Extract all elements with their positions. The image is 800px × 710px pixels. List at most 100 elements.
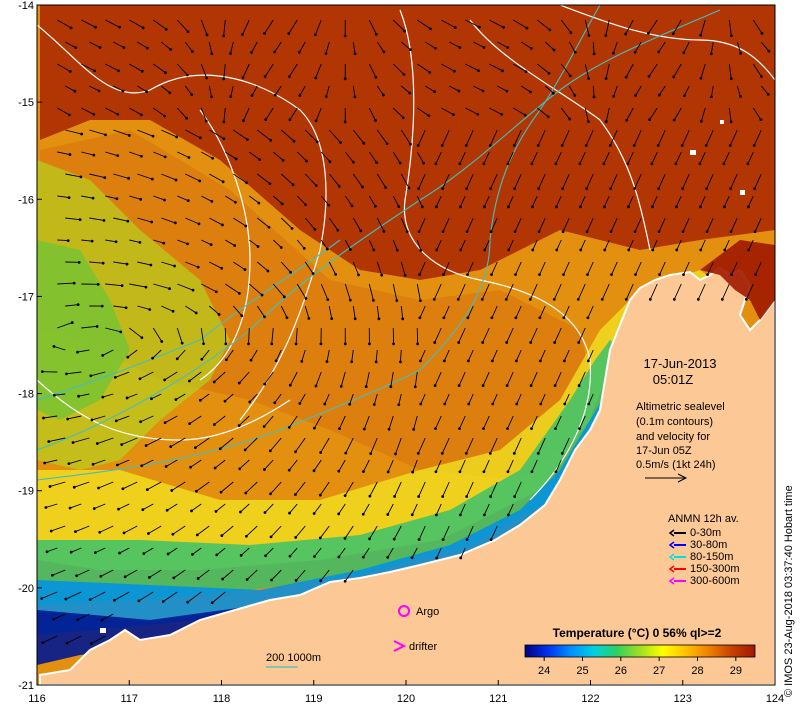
velocity-arrow-head (634, 273, 637, 277)
velocity-arrow-head (377, 317, 381, 321)
velocity-arrow (43, 415, 58, 419)
velocity-arrow (584, 63, 590, 79)
velocity-arrow (747, 151, 754, 164)
velocity-arrow (700, 19, 706, 36)
velocity-arrow-head (194, 311, 198, 315)
velocity-arrow (483, 151, 490, 164)
velocity-arrow (81, 63, 95, 72)
velocity-arrow-head (417, 187, 421, 190)
velocity-arrow (752, 63, 762, 77)
velocity-arrow (113, 85, 124, 92)
velocity-arrow-head (117, 69, 120, 73)
velocity-arrow-head (359, 229, 363, 233)
velocity-arrow (51, 525, 66, 532)
velocity-arrow-head (186, 600, 190, 604)
velocity-arrow-head (408, 48, 412, 52)
velocity-arrow (172, 525, 186, 535)
velocity-arrow (164, 371, 178, 381)
velocity-arrow (416, 283, 421, 301)
velocity-arrow (748, 239, 754, 251)
velocity-arrow (271, 327, 274, 344)
velocity-arrow (185, 305, 197, 314)
velocity-arrow-head (52, 345, 56, 348)
velocity-arrow (465, 437, 474, 454)
velocity-arrow-head (657, 50, 661, 54)
velocity-arrow-head (148, 308, 152, 311)
velocity-arrow (185, 129, 201, 139)
velocity-arrow (436, 547, 442, 559)
velocity-arrow (442, 525, 450, 540)
velocity-arrow-head (274, 359, 278, 363)
velocity-arrow-head (127, 176, 130, 180)
velocity-arrow (94, 503, 106, 509)
velocity-arrow (368, 195, 376, 207)
velocity-arrow-head (209, 243, 213, 247)
velocity-arrow (295, 569, 306, 581)
velocity-arrow (434, 327, 442, 343)
velocity-arrow (568, 41, 576, 53)
velocity-arrow-head (477, 69, 480, 73)
velocity-arrow (296, 239, 305, 249)
velocity-arrow-head (392, 342, 395, 346)
velocity-arrow-head (229, 52, 232, 55)
velocity-arrow-head (161, 600, 165, 603)
velocity-arrow (449, 85, 460, 92)
velocity-arrow (209, 217, 223, 226)
velocity-arrow-head (440, 143, 444, 147)
velocity-arrow (513, 129, 522, 146)
velocity-arrow (368, 19, 377, 35)
velocity-arrow-head (586, 316, 590, 320)
velocity-arrow (658, 41, 666, 53)
velocity-arrow-head (169, 48, 172, 51)
velocity-arrow (481, 283, 490, 300)
velocity-arrow (467, 261, 474, 275)
velocity-arrow (400, 129, 411, 145)
velocity-arrow-head (568, 117, 572, 121)
velocity-arrow (319, 525, 330, 539)
velocity-arrow (313, 459, 322, 471)
velocity-arrow-head (476, 112, 480, 116)
velocity-arrow (78, 393, 90, 397)
velocity-arrow (634, 173, 642, 189)
velocity-arrow-head (465, 495, 469, 498)
lat-tick-label: -20 (18, 583, 34, 595)
velocity-arrow (531, 459, 538, 472)
velocity-arrow-head (44, 506, 48, 509)
velocity-arrow (105, 195, 117, 200)
velocity-arrow-head (523, 113, 527, 117)
velocity-arrow (435, 195, 442, 208)
velocity-arrow-head (729, 34, 733, 38)
velocity-arrow (320, 195, 330, 206)
velocity-arrow (177, 239, 188, 245)
velocity-arrow (41, 591, 58, 599)
velocity-arrow (65, 304, 79, 307)
velocity-arrow (467, 349, 474, 362)
velocity-arrow-head (188, 422, 192, 426)
velocity-arrow (388, 415, 394, 430)
velocity-arrow (196, 481, 210, 492)
velocity-arrow-head (441, 187, 445, 190)
velocity-arrow (676, 239, 682, 251)
velocity-arrow (256, 217, 270, 228)
velocity-arrow (98, 481, 114, 489)
velocity-arrow (700, 239, 706, 251)
velocity-arrow (651, 151, 658, 164)
velocity-arrow (328, 173, 340, 187)
velocity-arrow (465, 129, 474, 146)
velocity-arrow-head (122, 531, 126, 535)
velocity-arrow (392, 283, 398, 301)
velocity-arrow-head (428, 70, 432, 74)
velocity-arrow-head (351, 160, 355, 164)
velocity-arrow-head (467, 402, 471, 406)
velocity-arrow (295, 481, 306, 495)
velocity-arrow (137, 261, 151, 266)
velocity-arrow-head (514, 316, 518, 320)
velocity-arrow (560, 63, 571, 77)
velocity-arrow-head (739, 52, 743, 55)
velocity-arrow-head (40, 597, 44, 600)
velocity-arrow-head (323, 402, 327, 406)
velocity-arrow (513, 19, 528, 29)
velocity-arrow-head (186, 30, 190, 34)
velocity-arrow-head (138, 377, 142, 381)
velocity-arrow-head (434, 205, 438, 209)
